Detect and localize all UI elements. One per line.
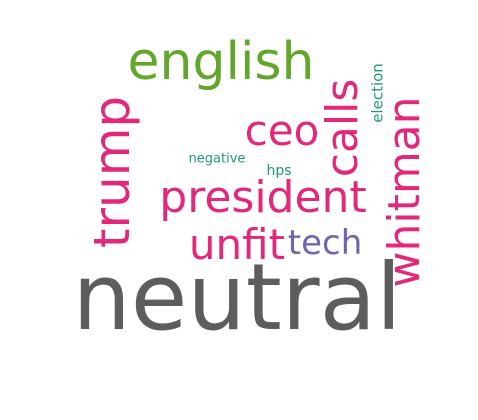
word-tech: tech bbox=[287, 223, 363, 263]
word-neutral: neutral bbox=[72, 244, 402, 351]
word-hps: hps bbox=[266, 163, 292, 179]
word-negative: negative bbox=[188, 151, 246, 167]
word-whitman: whitman bbox=[379, 96, 430, 288]
word-trump: trump bbox=[83, 95, 141, 249]
word-ceo: ceo bbox=[244, 106, 320, 155]
word-english: english bbox=[127, 32, 315, 92]
word-election: election bbox=[368, 63, 387, 123]
word-calls: calls bbox=[317, 78, 368, 178]
word-president: president bbox=[159, 172, 367, 223]
word-unfit: unfit bbox=[188, 220, 286, 269]
